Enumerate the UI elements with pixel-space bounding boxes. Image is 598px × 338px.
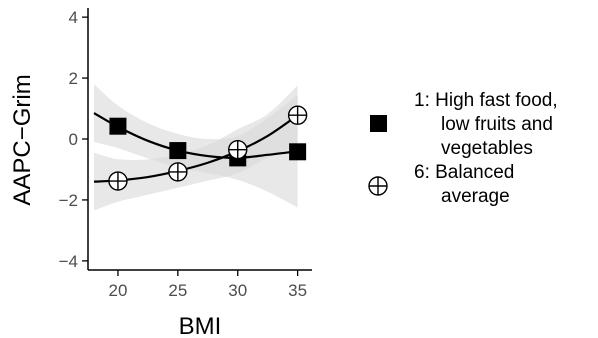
y-tick-label: −4	[59, 252, 78, 271]
x-tick-label: 30	[228, 281, 247, 300]
y-ticks: −4 −2 0 2 4	[59, 8, 88, 271]
x-tick-label: 20	[108, 281, 127, 300]
legend-label-series-1: 1: High fast food, low fruits and vegetabl…	[414, 90, 558, 159]
point-series-1-x35	[289, 143, 307, 161]
y-tick-label: 0	[69, 130, 78, 149]
confidence-bands	[93, 84, 298, 211]
point-series-1-x25	[169, 142, 187, 160]
confidence-band-series-1	[93, 84, 298, 208]
legend-label-series-2: 6: Balanced average	[414, 162, 514, 207]
legend-item-series-1: 1: High fast food, low fruits and vegetabl…	[370, 90, 558, 159]
x-tick-label: 25	[168, 281, 187, 300]
point-series-2-x20	[108, 171, 128, 191]
y-axis-title: AAPC−Grim	[9, 74, 36, 205]
x-axis-title: BMI	[179, 313, 222, 338]
point-series-2-x35	[287, 105, 308, 125]
legend-item-series-2: 6: Balanced average	[368, 162, 514, 207]
legend-key-circle-plus	[368, 176, 388, 196]
legend: 1: High fast food, low fruits and vegetabl…	[368, 90, 558, 207]
x-ticks: 20 25 30 35	[108, 270, 307, 300]
point-series-2-x25	[168, 162, 188, 182]
x-tick-label: 35	[288, 281, 307, 300]
y-tick-label: 4	[69, 8, 78, 27]
y-tick-label: −2	[59, 191, 78, 210]
point-series-1-x20	[109, 117, 127, 135]
legend-key-filled-square	[370, 115, 387, 132]
y-tick-label: 2	[69, 69, 78, 88]
data-points	[108, 105, 308, 191]
confidence-band-series-2	[93, 85, 298, 211]
point-series-2-x30	[228, 139, 248, 160]
